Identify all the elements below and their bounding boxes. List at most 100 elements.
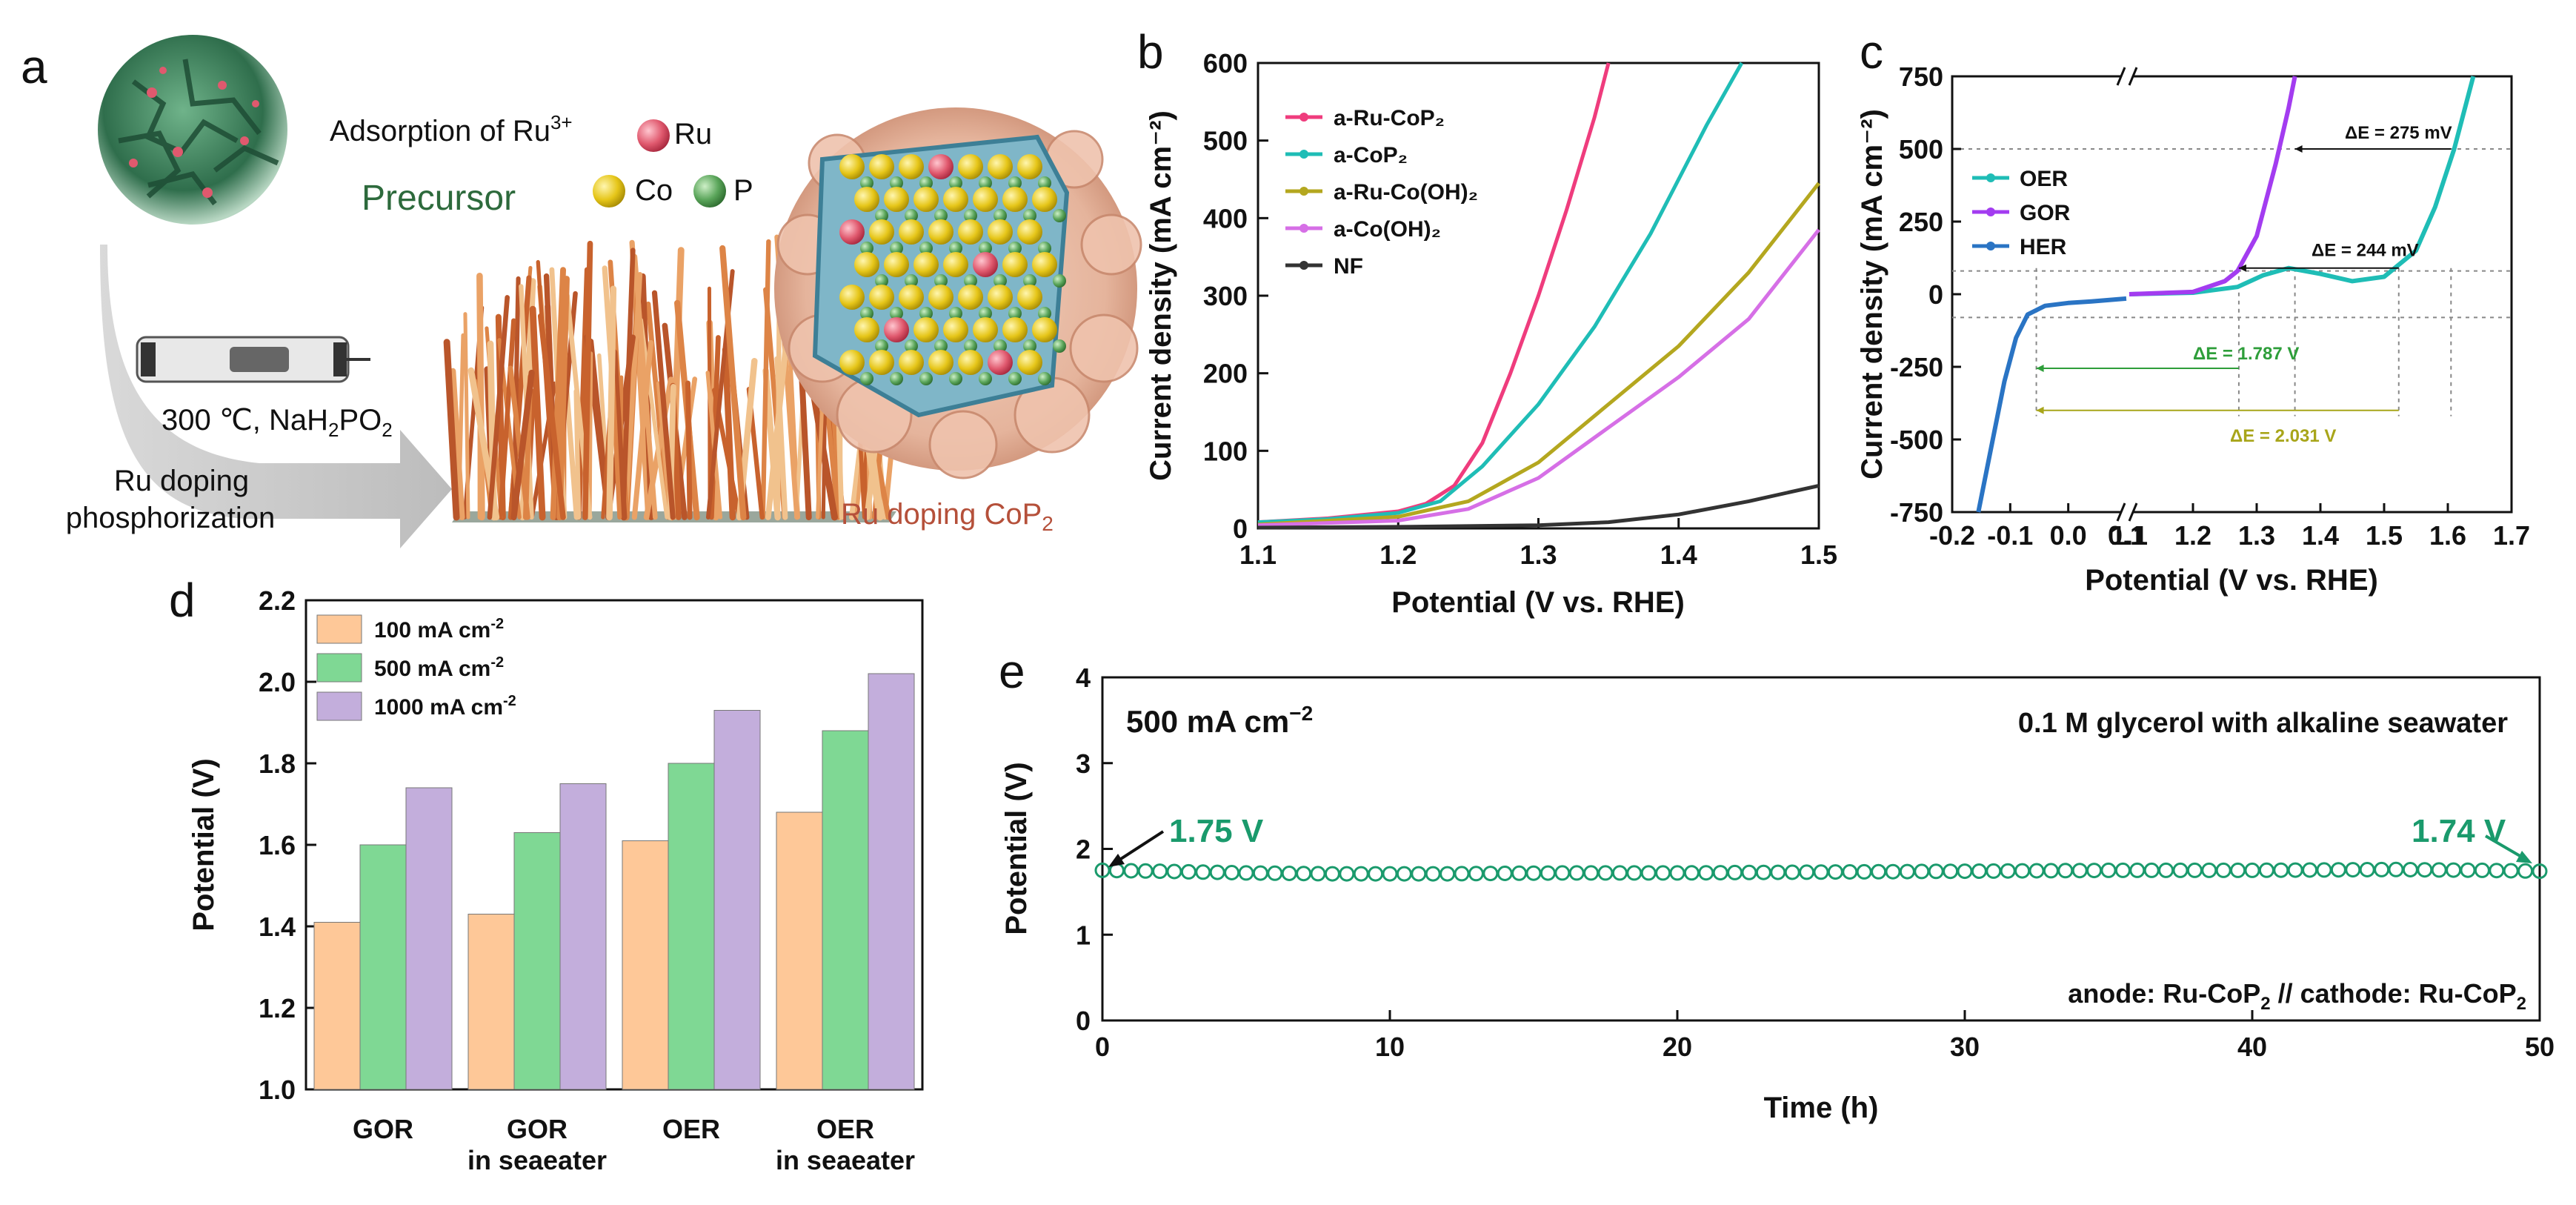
panel-e-xtick-label: 40 [2237,1032,2267,1062]
nanowire [631,339,654,520]
panel-e-data-point [1368,866,1384,882]
panel-d-bar [776,811,823,1090]
panel-c-legend-marker [1986,173,1995,182]
panel-d-category-label: OER [662,1114,720,1144]
panel-d-bar [513,832,561,1090]
panel-c-legend-label: GOR [2020,201,2071,225]
panel-b-xlabel: Potential (V vs. RHE) [1391,586,1685,619]
panel-c-annotation: ΔE = 2.031 V [2230,426,2336,446]
nanowire [487,295,510,520]
panel-b-legend-label: a-Ru-CoP₂ [1334,106,1445,130]
panel-e-data-point [2114,862,2131,878]
panel-b-xtick-label: 1.2 [1379,540,1417,570]
panel-d-category-label: GOR [353,1114,413,1144]
p-atom [905,274,918,288]
p-atom [979,242,992,255]
panel-e-data-point [2417,862,2433,878]
panel-e-data-point [1152,863,1168,880]
panel-e-data-point [2028,863,2045,879]
nanowire [463,312,470,519]
panel-e-data-point [2100,862,2117,878]
panel-e-data-point [1683,865,1700,881]
nanowire [573,388,582,520]
nanowire [610,349,628,521]
panel-e-start-label: 1.75 V [1169,813,1264,849]
panel-c-ytick-label: -750 [1890,497,1943,528]
co-atom [869,285,894,310]
panel-b-chart: 1.1 1.2 1.3 1.4 1.5 0 100 200 300 400 500 600 a-Ru-… [1145,48,1837,619]
panel-e-data-point [1324,866,1340,882]
panel-label-a: a [21,40,47,93]
panel-e-data-point [1568,865,1585,881]
panel-e-xtick-label: 10 [1375,1032,1405,1062]
co-atom [1002,187,1028,212]
panel-e-data-point [1583,865,1600,881]
panel-b-series-line [1257,182,1820,527]
panel-c-annotation: ΔE = 244 mV [2312,241,2419,261]
co-atom [928,219,953,245]
nanowire [529,305,546,521]
p-atom [1008,242,1022,255]
co-atom [854,187,879,212]
panel-c-annotation-arrowhead [2036,406,2044,414]
p-atom [1023,339,1036,353]
p-atom [1023,274,1036,288]
nanowire [760,239,771,520]
panel-e-data-point [1310,866,1326,882]
panel-e-data-point [1195,864,1211,880]
panel-b-ytick-label: 400 [1203,203,1248,233]
co-atom [1017,285,1042,310]
panel-d-legend-swatch [316,653,362,683]
panel-e-data-point [2071,863,2088,879]
panel-e-data-point [2388,861,2404,877]
panel-d-ytick-label: 1.8 [259,748,296,779]
p-atom [964,274,977,288]
panel-e-ytick-label: 0 [1076,1006,1091,1036]
p-atom [949,307,962,320]
panel-d-category-label: in seaeater [776,1145,915,1175]
co-atom [899,350,924,375]
panel-e-data-point [2316,862,2332,878]
p-atom [994,274,1007,288]
p-legend-label: P [733,174,753,207]
panel-e-data-point [1827,864,1843,880]
nanowire [629,239,651,520]
p-sphere-icon [693,175,726,208]
co-atom [913,252,939,277]
panel-e-end-arrow [2484,834,2532,863]
panel-e-data-point [1123,863,1139,879]
panel-d-bar [559,783,607,1090]
step-label-1: Ru doping [114,465,249,497]
panel-b-legend-label: a-Co(OH)₂ [1334,217,1441,242]
p-atom [1008,372,1022,385]
panel-c-xtick-label: 1.6 [2429,520,2466,551]
panel-e-data-point [1914,863,1930,880]
panel-e-xtick-label: 50 [2525,1032,2555,1062]
p-atom [934,339,948,353]
panel-d-bar [713,710,761,1090]
ru-legend-label: Ru [674,118,712,150]
panel-b-legend-marker [1299,187,1308,196]
p-atom [860,176,873,190]
panel-d-legend-swatch [316,691,362,721]
panel-e-data-point [1137,863,1154,879]
p-atom [875,274,888,288]
adsorption-text: Adsorption of Ru [330,115,550,147]
nanowire [587,351,593,519]
panel-e-data-point [2043,863,2059,879]
panel-d-ytick-label: 1.4 [259,912,296,942]
co-atom [854,252,879,277]
panel-label-e: e [999,645,1025,698]
p-atom [905,339,918,353]
ru-atom [928,154,953,179]
panel-b-legend-label: a-CoP₂ [1334,143,1408,167]
panel-e-xlabel: Time (h) [1764,1092,1879,1124]
panel-e-data-point [1885,863,1901,880]
panel-b-xtick-label: 1.5 [1800,540,1837,570]
panel-b-legend-label: a-Ru-Co(OH)₂ [1334,180,1478,205]
panel-e-data-point [2532,863,2548,880]
panel-e-data-point [1698,865,1714,881]
p-atom [919,242,933,255]
co-atom [839,285,865,310]
